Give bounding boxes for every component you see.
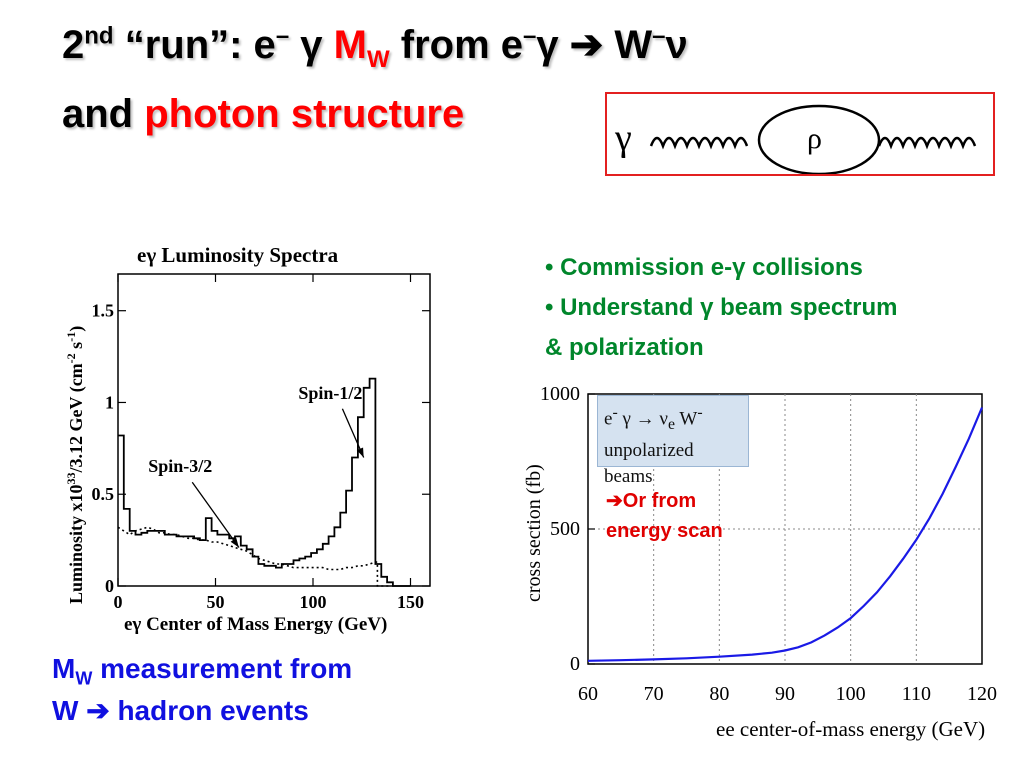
chart-annotations: Spin-1/2 Spin-3/2 — [148, 383, 365, 548]
x-tick-label: 80 — [709, 683, 729, 705]
annotation-label: Spin-1/2 — [298, 383, 362, 403]
chart-title: eγ Luminosity Spectra — [137, 243, 339, 267]
legend-sup: - — [612, 404, 618, 421]
chart-series — [587, 407, 984, 662]
callout-line-1: ➔Or from — [606, 490, 697, 512]
bullet-text: & polarization — [545, 334, 704, 361]
note-line-2: W ➔ hadron events — [52, 695, 309, 726]
cross-section-chart: 60 70 80 90 100 110 120 0 500 1000 cross section … — [523, 383, 997, 741]
bullet-text: Commission e-γ collisions — [560, 254, 863, 281]
x-tick-label: 90 — [775, 683, 795, 705]
bullet-marker: • — [545, 294, 554, 321]
title-mw-m: M — [333, 23, 367, 67]
legend-sub: e — [667, 416, 675, 434]
x-tick-label: 110 — [902, 683, 931, 705]
title-from-text: from e — [389, 23, 523, 67]
svg-text:Luminosity x1033/3.12 GeV (cm-: Luminosity x1033/3.12 GeV (cm-2 s-1) — [64, 326, 87, 604]
note-line-1-rest: measurement from — [92, 653, 353, 684]
y-label-part-3: /3.12 GeV (cm — [66, 363, 87, 473]
note-mw-m: M — [52, 653, 76, 684]
left-wavy-line — [649, 136, 749, 150]
bullet-item-1: • Commission e-γ collisions — [545, 248, 1005, 288]
x-tick-label: 100 — [836, 683, 866, 705]
x-tick-label: 60 — [578, 683, 598, 705]
title-two: 2 — [62, 23, 85, 67]
y-axis-label: Luminosity x1033/3.12 GeV (cm-2 s-1) — [64, 326, 87, 604]
energy-scan-callout: ➔Or from energy scan — [606, 486, 723, 546]
axis-ticks: 0 50 100 150 0 0.5 1 1.5 — [92, 274, 430, 612]
title-nu: ν — [665, 23, 688, 67]
x-tick-label: 150 — [397, 592, 424, 612]
legend-reaction: e- γ → νe W- — [604, 400, 742, 438]
title-gamma: γ — [289, 23, 334, 67]
title-photon-structure: photon structure — [144, 92, 465, 136]
annotation-arrow — [191, 481, 240, 548]
series-line-cross-section — [587, 407, 984, 662]
note-line-1: MW measurement from — [52, 648, 352, 690]
title-run-text: “run”: e — [113, 23, 276, 67]
series-line-spin-1-2 — [118, 377, 411, 587]
y-tick-label: 500 — [550, 518, 580, 540]
annotation-label: Spin-3/2 — [148, 456, 212, 476]
title-minus-superscript-2: – — [523, 22, 537, 50]
photon-rho-diagram: γ ρ — [605, 92, 995, 176]
plot-frame — [117, 273, 431, 587]
title-nd-superscript: nd — [84, 22, 114, 50]
y-axis-label-text: cross section (fb) — [523, 464, 545, 602]
diagram-svg: γ ρ — [614, 104, 977, 176]
x-tick-label: 0 — [114, 592, 123, 612]
y-tick-label: 0 — [105, 576, 114, 596]
x-axis-label: ee center-of-mass energy (GeV) — [716, 717, 985, 741]
bullet-item-3: & polarization — [545, 328, 1005, 368]
bullet-item-2: • Understand γ beam spectrum — [545, 288, 1005, 328]
diagram-rho-label: ρ — [807, 122, 822, 155]
y-label-part-4: -2 — [64, 353, 78, 363]
bullet-list: • Commission e-γ collisions • Understand… — [545, 248, 1005, 368]
title-line-2: and photon structure — [62, 92, 464, 137]
x-axis-label: eγ Center of Mass Energy (GeV) — [124, 614, 387, 635]
title-reaction-text: γ ➔ W — [536, 23, 653, 67]
legend-sup-2: - — [697, 404, 703, 421]
mw-measurement-note: MW measurement from W ➔ hadron events — [52, 648, 352, 732]
y-tick-label: 0 — [570, 653, 580, 675]
title-and: and — [62, 92, 145, 136]
bullet-marker: • — [545, 254, 554, 281]
axis-ticks: 60 70 80 90 100 110 120 0 500 1000 — [540, 383, 997, 705]
y-label-part-5: s — [66, 342, 86, 354]
y-label-part-7: ) — [66, 326, 87, 332]
diagram-gamma-label: γ — [614, 117, 632, 159]
annotation-arrowhead — [356, 447, 364, 458]
chart-series — [117, 377, 411, 587]
title-mw: MW — [333, 23, 390, 72]
y-tick-label: 0.5 — [92, 484, 115, 504]
y-label-part-2: 33 — [64, 472, 78, 484]
x-tick-label: 120 — [967, 683, 997, 705]
legend-e: e — [604, 408, 613, 430]
title-minus-superscript: – — [275, 22, 290, 50]
legend-w: W — [675, 408, 698, 430]
x-tick-label: 50 — [207, 592, 225, 612]
y-tick-label: 1 — [105, 392, 114, 412]
legend-beams: unpolarized beams — [604, 440, 694, 488]
title-mw-sub: W — [366, 46, 390, 73]
y-label-part-6: -1 — [64, 332, 78, 342]
y-tick-label: 1000 — [540, 383, 580, 405]
y-axis-label: cross section (fb) — [523, 464, 545, 602]
right-wavy-line — [877, 136, 977, 150]
series-line-spin-3-2 — [117, 526, 391, 587]
x-tick-label: 70 — [644, 683, 664, 705]
luminosity-spectra-chart: eγ Luminosity Spectra Luminosity x1033/3… — [64, 243, 431, 635]
note-mw-sub: W — [75, 668, 93, 689]
reaction-legend: e- γ → νe W- unpolarized beams — [597, 395, 749, 487]
x-tick-label: 100 — [300, 592, 327, 612]
annotation-arrowhead — [230, 537, 239, 548]
y-label-part-1: Luminosity x10 — [66, 484, 86, 604]
y-tick-label: 1.5 — [92, 301, 115, 321]
bullet-text: Understand γ beam spectrum — [560, 294, 898, 321]
legend-arrow-nu: γ → ν — [617, 408, 668, 430]
title-line-1: 2nd “run”: e– γ MW from e–γ ➔ W–ν — [62, 22, 688, 72]
title-minus-superscript-3: – — [652, 22, 666, 50]
callout-line-2: energy scan — [606, 520, 723, 542]
